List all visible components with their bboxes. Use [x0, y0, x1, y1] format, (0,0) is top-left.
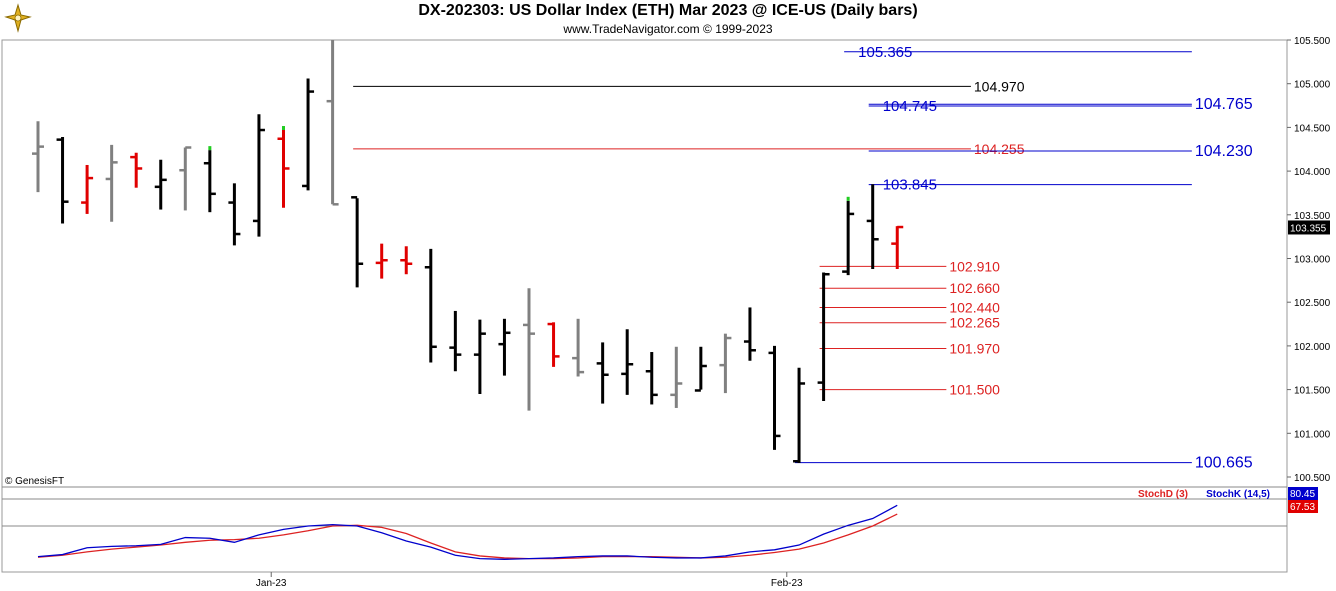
stochd-line [37, 513, 898, 560]
chart-title: DX-202303: US Dollar Index (ETH) Mar 202… [418, 2, 918, 19]
level-label: 102.910 [949, 258, 1000, 274]
ohlc-bar [302, 78, 315, 191]
bar-flag [282, 126, 285, 131]
ohlc-bar [154, 159, 167, 210]
level-label: 104.765 [1195, 96, 1253, 113]
stochd-last-value: 67.53 [1290, 502, 1315, 513]
ohlc-bar [498, 318, 511, 376]
ohlc-bar [81, 164, 94, 214]
ohlc-bar [645, 352, 658, 405]
y-tick-label: 105.000 [1294, 80, 1331, 91]
ohlc-bar [793, 367, 806, 464]
y-tick-label: 103.500 [1294, 211, 1331, 222]
ohlc-bar [351, 196, 364, 288]
level-label: 104.970 [974, 78, 1025, 94]
stochd-last-box [1288, 500, 1318, 513]
y-tick-label: 104.000 [1294, 167, 1331, 178]
ohlc-bar [400, 246, 413, 275]
genesis-watermark: © GenesisFT [5, 476, 64, 487]
ohlc-bar [842, 196, 855, 276]
level-label: 100.665 [1195, 455, 1253, 472]
y-tick-label: 104.500 [1294, 123, 1331, 134]
stochk-title: StochK (14,5) [1206, 489, 1270, 500]
y-tick-label: 101.000 [1294, 429, 1331, 440]
last-price-box [1288, 220, 1330, 235]
stochk-last-box [1288, 487, 1318, 500]
ohlc-bar [572, 318, 585, 377]
level-label: 102.440 [949, 299, 1000, 315]
trade-navigator-logo-icon [4, 3, 32, 33]
ohlc-bar [326, 40, 339, 206]
ohlc-bar [743, 307, 756, 361]
level-label: 104.745 [883, 98, 937, 115]
ohlc-bar [32, 121, 44, 193]
x-tick-label: Jan-23 [256, 578, 287, 589]
ohlc-bar [670, 346, 683, 408]
ohlc-bar [375, 243, 388, 279]
y-tick-label: 105.500 [1294, 36, 1331, 47]
ohlc-bar [130, 152, 143, 188]
ohlc-bar [817, 272, 830, 401]
ohlc-bar [449, 310, 462, 372]
level-label: 101.970 [949, 341, 1000, 357]
level-label: 101.500 [949, 382, 1000, 398]
ohlc-bar [179, 146, 192, 211]
ohlc-bar [228, 183, 241, 246]
y-tick-label: 101.500 [1294, 386, 1331, 397]
y-tick-label: 103.000 [1294, 255, 1331, 266]
y-tick-label: 102.000 [1294, 342, 1331, 353]
ohlc-bar [203, 146, 216, 213]
level-label: 105.365 [858, 44, 912, 61]
y-tick-label: 102.500 [1294, 298, 1331, 309]
level-label: 102.660 [949, 280, 1000, 296]
level-label: 103.845 [883, 177, 937, 194]
stochk-line [37, 504, 898, 560]
ohlc-bar [277, 126, 290, 208]
plot-frame [1, 39, 1288, 573]
ohlc-bar [866, 184, 879, 269]
bar-flag [846, 196, 850, 201]
stochd-title: StochD (3) [1138, 489, 1188, 500]
ohlc-bar [56, 137, 69, 224]
ohlc-bar [523, 288, 535, 411]
ohlc-bar [596, 342, 609, 404]
ohlc-bar [424, 248, 437, 363]
ohlc-bar [891, 225, 904, 269]
ohlc-bar [252, 114, 265, 237]
stochk-last-value: 80.45 [1290, 489, 1315, 500]
level-label: 104.255 [974, 141, 1025, 157]
ohlc-bar [768, 345, 781, 450]
ohlc-bar [694, 346, 707, 392]
level-label: 104.230 [1195, 143, 1253, 160]
ohlc-bar [621, 329, 634, 395]
ohlc-bar [473, 319, 486, 394]
ohlc-bar [105, 144, 118, 222]
x-tick-label: Feb-23 [771, 578, 803, 589]
bar-flag [208, 146, 212, 151]
ohlc-bar [719, 333, 732, 394]
last-price-label: 103.355 [1290, 223, 1327, 234]
ohlc-bar [547, 322, 560, 367]
chart-subtitle: www.TradeNavigator.com © 1999-2023 [563, 22, 773, 36]
y-tick-label: 100.500 [1294, 473, 1331, 484]
level-label: 102.265 [949, 315, 1000, 331]
